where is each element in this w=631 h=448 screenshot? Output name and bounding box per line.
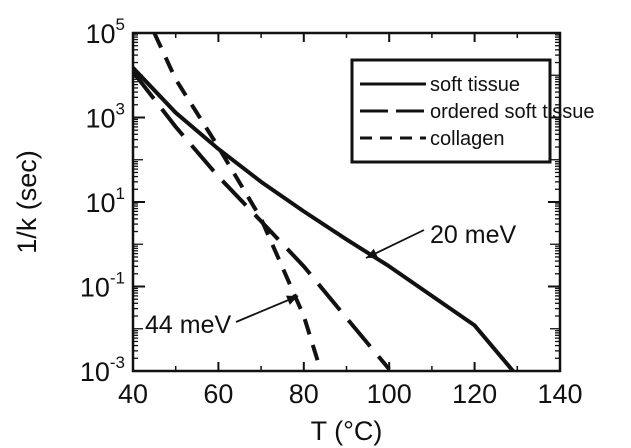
series-line-collagen bbox=[152, 33, 323, 371]
y-tick-base: 10 bbox=[85, 104, 115, 134]
x-tick-label: 120 bbox=[452, 379, 497, 409]
y-tick-exponent: 3 bbox=[116, 100, 125, 119]
annotation-arrow-head bbox=[366, 248, 379, 258]
y-tick-exponent: 1 bbox=[116, 184, 125, 203]
legend-label: ordered soft tissue bbox=[430, 101, 595, 123]
annotation-label: 44 meV bbox=[145, 311, 231, 339]
x-tick-label: 80 bbox=[289, 379, 319, 409]
annotation-arrow bbox=[235, 295, 299, 323]
y-tick-exponent: -1 bbox=[110, 269, 125, 288]
x-tick-label: 60 bbox=[203, 379, 233, 409]
y-tick-label: 10-3 bbox=[80, 353, 125, 387]
y-tick-label: 101 bbox=[85, 184, 125, 218]
y-axis-title: 1/k (sec) bbox=[12, 150, 42, 254]
legend-label: collagen bbox=[430, 128, 505, 150]
x-tick-label: 140 bbox=[537, 379, 582, 409]
y-tick-base: 10 bbox=[80, 273, 110, 303]
y-tick-base: 10 bbox=[80, 357, 110, 387]
y-tick-label: 103 bbox=[85, 100, 125, 134]
legend-label: soft tissue bbox=[430, 74, 520, 96]
x-tick-label: 40 bbox=[118, 379, 148, 409]
y-tick-base: 10 bbox=[85, 19, 115, 49]
y-tick-exponent: -3 bbox=[110, 353, 125, 372]
y-tick-label: 10-1 bbox=[80, 269, 125, 303]
y-tick-label: 105 bbox=[85, 15, 125, 49]
y-tick-base: 10 bbox=[85, 188, 115, 218]
annotation-arrow-head bbox=[285, 295, 298, 305]
annotation-label: 20 meV bbox=[430, 221, 516, 249]
y-tick-exponent: 5 bbox=[116, 15, 125, 34]
x-axis-title: T (°C) bbox=[311, 416, 383, 446]
series-line-soft-tissue bbox=[133, 66, 515, 371]
x-tick-label: 100 bbox=[367, 379, 412, 409]
